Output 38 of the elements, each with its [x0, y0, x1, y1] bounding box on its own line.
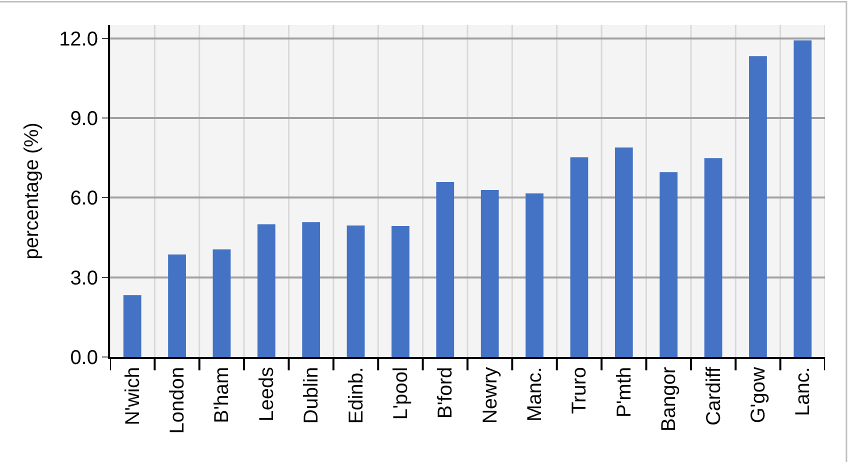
bar [480, 190, 499, 357]
x-tick-label: G'gow [747, 366, 770, 424]
x-tick-label: Dublin [300, 367, 323, 424]
x-tick-label: Lanc. [792, 367, 814, 416]
x-tick-label: Manc. [524, 367, 546, 422]
bar [302, 222, 320, 357]
bar [436, 182, 454, 357]
y-tick-label: 12.0 [59, 28, 98, 50]
x-tick-label: Cardiff [702, 366, 725, 426]
bar [660, 172, 678, 357]
bar [168, 254, 186, 357]
y-axis-title: percentage (%) [21, 122, 44, 260]
bar [526, 193, 544, 357]
x-tick-label: Edinb. [345, 367, 368, 424]
x-tick-label: London [166, 367, 189, 434]
x-tick-label: Bangor [658, 366, 680, 432]
bar [392, 226, 410, 357]
x-tick-label: P'mth [613, 367, 636, 418]
x-tick-label: Leeds [256, 367, 278, 422]
y-tick-label: 0.0 [70, 347, 98, 369]
x-tick-label: N'wich [122, 367, 144, 426]
bar [794, 40, 812, 357]
y-tick-label: 9.0 [70, 108, 98, 130]
bar [614, 147, 633, 357]
bar [570, 157, 588, 357]
x-tick-label: Truro [568, 367, 591, 414]
y-tick-label: 3.0 [70, 267, 98, 290]
x-tick-label: B'ham [211, 367, 234, 424]
x-tick-label: L'pool [390, 367, 412, 420]
bar [123, 295, 142, 357]
x-tick-label: Newry [479, 367, 502, 424]
bar [749, 56, 767, 357]
x-tick-label: B'ford [434, 367, 457, 419]
bar [257, 224, 276, 357]
bar [704, 158, 722, 357]
bar [346, 226, 365, 357]
bar [212, 249, 231, 357]
y-tick-label: 6.0 [70, 188, 98, 210]
